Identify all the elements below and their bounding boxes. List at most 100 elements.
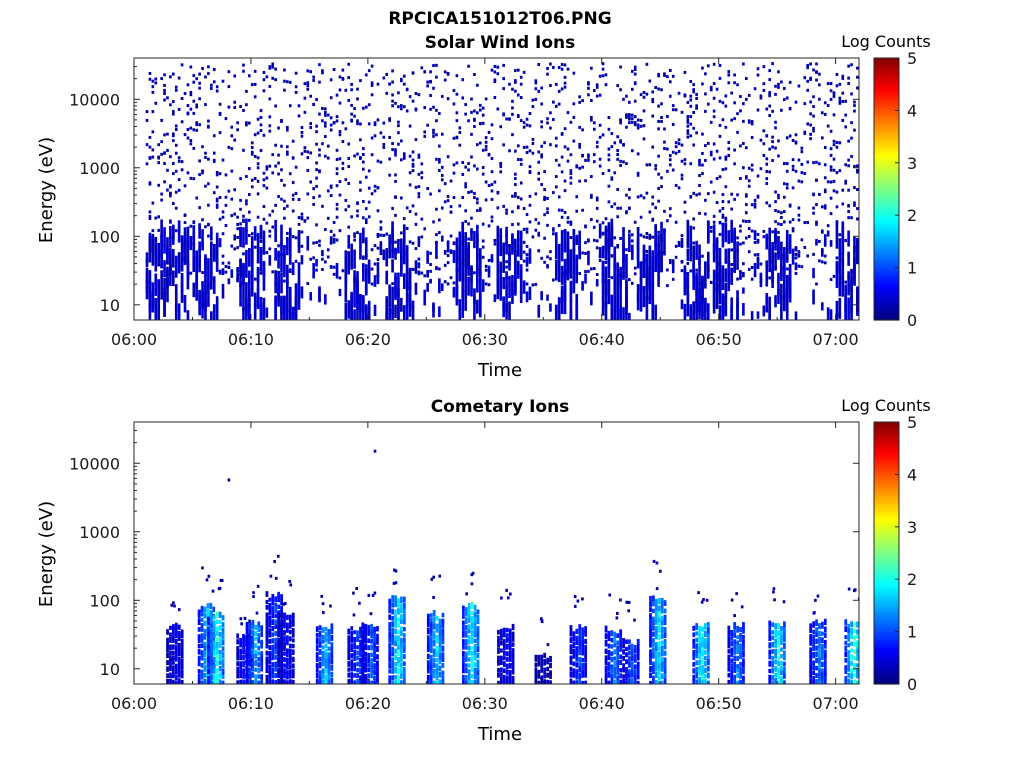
data-cell [227, 145, 231, 149]
data-cell [651, 202, 655, 206]
data-cell [604, 625, 608, 633]
data-cell [245, 634, 249, 641]
data-cell [680, 299, 684, 310]
data-cell [274, 78, 277, 82]
data-cell [581, 627, 585, 635]
data-cell [704, 92, 707, 96]
data-cell [256, 215, 260, 219]
data-cell [283, 68, 286, 72]
data-cell [367, 169, 371, 173]
data-cell [516, 144, 520, 148]
data-cell [803, 172, 807, 176]
data-cell [616, 640, 620, 646]
data-cell [782, 631, 786, 638]
data-cell [540, 675, 544, 680]
data-cell [286, 662, 289, 670]
data-cell [569, 647, 573, 655]
data-cell [286, 614, 289, 621]
data-cell [280, 197, 283, 201]
data-cell [180, 643, 184, 649]
data-cell [528, 248, 532, 264]
data-cell [654, 642, 658, 647]
data-cell [739, 95, 742, 99]
data-cell [692, 650, 696, 656]
data-cell [294, 283, 298, 311]
data-cell [338, 157, 342, 161]
data-cell [371, 593, 375, 597]
data-cell [847, 81, 850, 85]
data-cell [391, 680, 395, 684]
data-cell [338, 276, 342, 280]
data-cell [560, 132, 564, 136]
data-cell [440, 206, 444, 210]
data-layer [145, 62, 859, 320]
data-cell [286, 639, 289, 646]
data-cell [508, 678, 512, 684]
data-cell [680, 143, 684, 147]
data-cell [207, 258, 210, 273]
data-cell [856, 668, 859, 674]
data-cell [604, 225, 608, 251]
colorbar-cell [874, 154, 899, 159]
data-cell [388, 656, 392, 663]
data-cell [151, 233, 155, 256]
data-cell [341, 68, 345, 72]
data-cell [762, 305, 766, 317]
data-cell [192, 80, 196, 84]
data-cell [505, 636, 509, 643]
data-cell [353, 662, 357, 668]
data-cell [397, 661, 400, 668]
data-cell [277, 591, 281, 597]
data-cell [280, 656, 283, 663]
data-cell [481, 121, 485, 125]
data-cell [630, 87, 634, 91]
data-cell [742, 661, 745, 668]
data-cell [569, 120, 573, 124]
colorbar-cell [874, 178, 899, 182]
data-cell [777, 648, 780, 655]
data-cell [791, 164, 795, 168]
data-cell [329, 184, 333, 188]
data-cell [730, 674, 734, 681]
data-cell [356, 231, 359, 235]
data-cell [718, 247, 722, 267]
data-cell [148, 295, 152, 320]
data-cell [552, 227, 555, 231]
data-cell [438, 574, 442, 578]
data-cell [724, 104, 728, 108]
data-cell [777, 210, 780, 214]
data-cell [227, 265, 231, 269]
data-cell [408, 95, 412, 99]
data-cell [818, 647, 821, 653]
data-cell [174, 674, 178, 681]
data-cell [528, 112, 532, 116]
data-cell [649, 672, 652, 679]
data-cell [803, 76, 807, 80]
data-cell [221, 639, 225, 646]
data-cell [534, 79, 538, 83]
data-cell [203, 641, 207, 646]
data-cell [604, 266, 608, 296]
data-cell [432, 616, 436, 624]
data-cell [706, 666, 710, 672]
data-cell [649, 601, 652, 607]
data-cell [528, 124, 532, 128]
data-cell [584, 644, 587, 651]
data-cell [233, 237, 237, 241]
data-cell [435, 241, 438, 257]
data-cell [578, 662, 582, 667]
data-cell [172, 100, 175, 104]
data-cell [657, 680, 661, 684]
data-cell [753, 198, 757, 202]
data-cell [657, 119, 660, 123]
data-cell [467, 673, 471, 681]
data-cell [177, 608, 181, 612]
data-cell [823, 664, 827, 671]
data-cell [329, 96, 333, 100]
data-cell [539, 617, 543, 621]
colorbar-cell [874, 521, 899, 525]
data-cell [739, 224, 742, 228]
data-cell [537, 160, 541, 164]
data-cell [818, 259, 821, 263]
data-cell [429, 278, 432, 282]
